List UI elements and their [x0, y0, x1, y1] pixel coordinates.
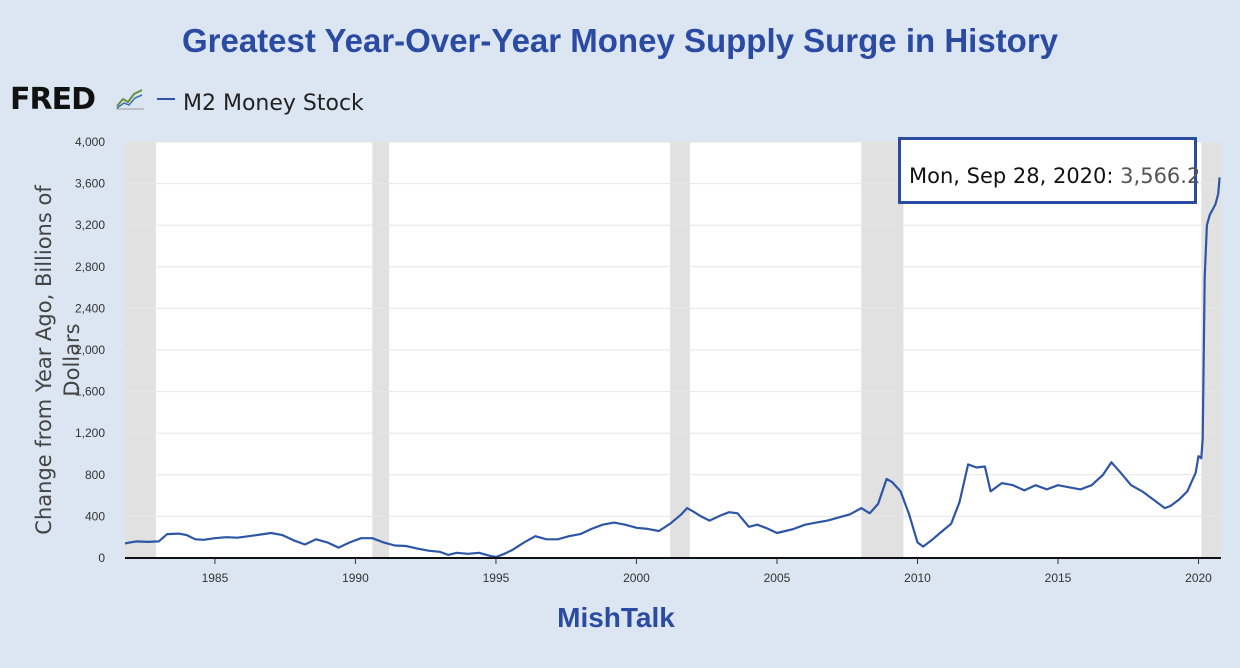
y-tick-label: 1,600: [75, 385, 105, 399]
y-tick-label: 3,600: [75, 177, 105, 191]
y-tick-label: 3,200: [75, 218, 105, 232]
fred-graph-icon: [115, 86, 145, 110]
x-tick-label: 1990: [342, 571, 369, 585]
legend-label: M2 Money Stock: [183, 91, 364, 116]
y-axis-title-line-2: Dollars: [60, 323, 84, 396]
x-tick-label: 1985: [202, 571, 229, 585]
y-axis-title: Change from Year Ago, Billions of Dollar…: [10, 155, 90, 565]
y-axis-title-line-1: Change from Year Ago, Billions of: [32, 185, 56, 535]
x-tick-label: 2005: [764, 571, 791, 585]
x-axis-label: MishTalk: [557, 602, 675, 633]
series-line-m2: [124, 177, 1221, 559]
x-tick-label: 2000: [623, 571, 650, 585]
x-tick-label: 1995: [483, 571, 510, 585]
y-tick-label: 4,000: [75, 135, 105, 149]
fred-logo: FRED: [10, 82, 96, 117]
y-tick-label: 2,800: [75, 260, 105, 274]
tooltip-value: 3,566.2: [1120, 164, 1201, 188]
chart-title: Greatest Year-Over-Year Money Supply Sur…: [181, 22, 1059, 59]
y-tick-label: 0: [98, 551, 105, 565]
y-tick-label: 800: [85, 468, 105, 482]
y-tick-label: 1,200: [75, 426, 105, 440]
y-tick-label: 2,400: [75, 301, 105, 315]
value-tooltip: Mon, Sep 28, 2020: 3,566.2: [898, 137, 1200, 204]
x-tick-label: 2020: [1185, 571, 1212, 585]
tooltip-text: Mon, Sep 28, 2020: 3,566.2: [909, 164, 1200, 188]
y-tick-label: 2,000: [75, 343, 105, 357]
x-tick-label: 2015: [1045, 571, 1072, 585]
y-tick-label: 400: [85, 509, 105, 523]
x-tick-label: 2010: [904, 571, 931, 585]
legend-swatch: [157, 98, 175, 100]
tooltip-date: Mon, Sep 28, 2020:: [909, 164, 1114, 188]
